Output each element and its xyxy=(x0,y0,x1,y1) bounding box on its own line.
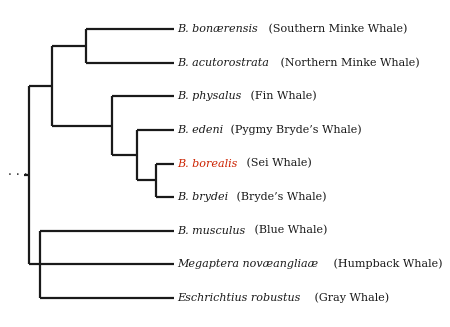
Text: B. borealis: B. borealis xyxy=(178,159,238,168)
Text: B. physalus: B. physalus xyxy=(178,92,242,101)
Text: (Bryde’s Whale): (Bryde’s Whale) xyxy=(233,192,326,202)
Text: (Blue Whale): (Blue Whale) xyxy=(251,225,328,236)
Text: · · ·: · · · xyxy=(8,168,27,181)
Text: B. edeni: B. edeni xyxy=(178,125,224,135)
Text: (Southern Minke Whale): (Southern Minke Whale) xyxy=(265,24,407,34)
Text: B. brydei: B. brydei xyxy=(178,192,229,202)
Text: (Gray Whale): (Gray Whale) xyxy=(310,292,389,303)
Text: B. acutorostrata: B. acutorostrata xyxy=(178,58,270,68)
Text: Megaptera novæangliaæ: Megaptera novæangliaæ xyxy=(178,259,319,269)
Text: (Humpback Whale): (Humpback Whale) xyxy=(330,259,442,269)
Text: B. musculus: B. musculus xyxy=(178,226,246,235)
Text: (Sei Whale): (Sei Whale) xyxy=(243,158,311,169)
Text: (Fin Whale): (Fin Whale) xyxy=(247,91,316,102)
Text: B. bonærensis: B. bonærensis xyxy=(178,24,258,34)
Text: (Northern Minke Whale): (Northern Minke Whale) xyxy=(277,58,419,68)
Text: Eschrichtius robustus: Eschrichtius robustus xyxy=(178,293,301,303)
Text: (Pygmy Bryde’s Whale): (Pygmy Bryde’s Whale) xyxy=(227,125,362,135)
